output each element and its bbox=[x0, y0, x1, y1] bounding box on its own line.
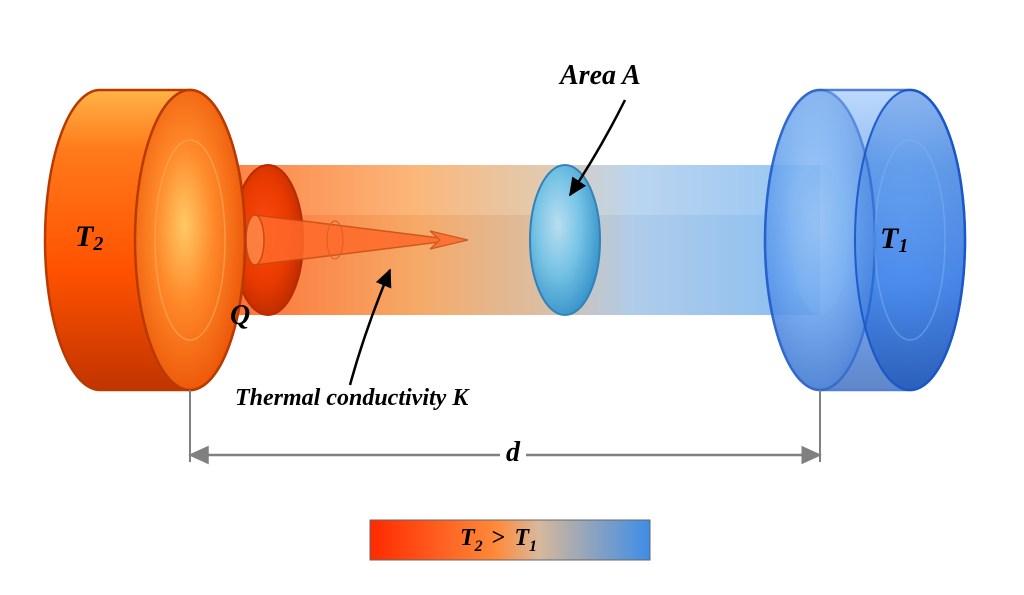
label-Q: Q bbox=[230, 300, 250, 332]
legend-text: T2 > T1 bbox=[460, 525, 537, 556]
rod-cold-face bbox=[792, 165, 848, 315]
label-T1: T1 bbox=[880, 222, 908, 258]
diagram-canvas: T2 T1 Q Area A Thermal conductivity K d … bbox=[0, 0, 1024, 590]
label-T2: T2 bbox=[75, 220, 103, 256]
label-thermal: Thermal conductivity K bbox=[235, 385, 468, 412]
cross-section-disk bbox=[530, 165, 600, 315]
label-area: Area A bbox=[560, 60, 641, 92]
diagram-svg bbox=[0, 0, 1024, 590]
label-d: d bbox=[500, 437, 526, 469]
